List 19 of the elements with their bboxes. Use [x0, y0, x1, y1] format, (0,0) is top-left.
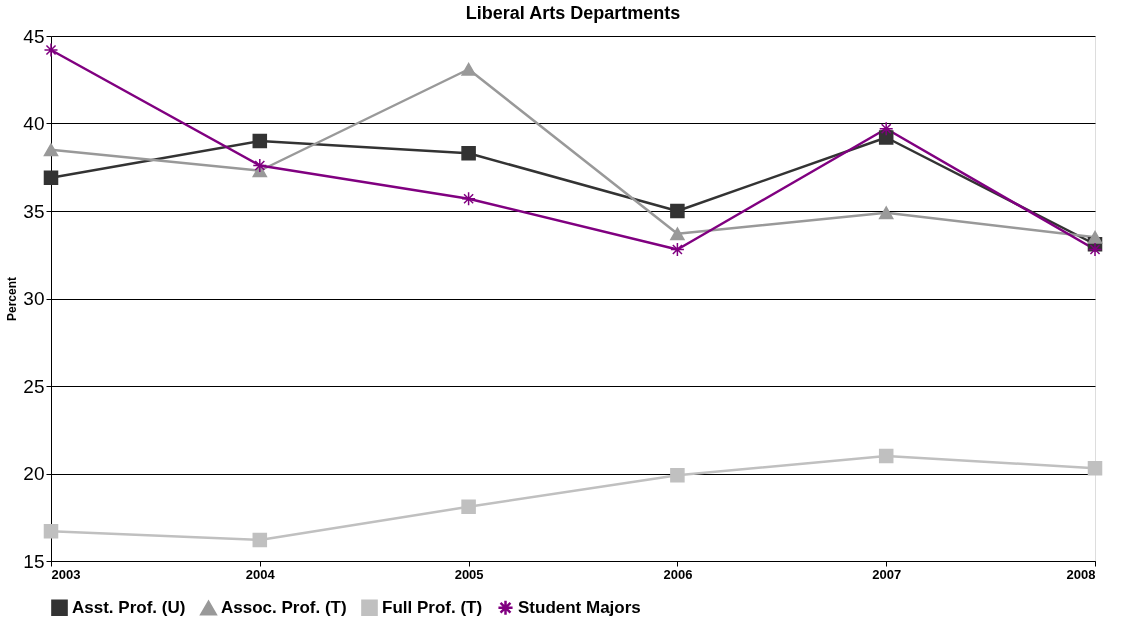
y-tick-label: 40	[23, 113, 45, 134]
y-tick-label: 20	[23, 463, 45, 484]
legend-label: Student Majors	[518, 597, 641, 617]
legend-label: Full Prof. (T)	[382, 597, 483, 617]
x-tick-label: 2004	[245, 566, 276, 582]
y-tick-label: 15	[23, 550, 45, 572]
legend-label: Assoc. Prof. (T)	[221, 598, 347, 618]
y-tick-label: 35	[23, 200, 45, 222]
y-tick-label: 30	[23, 288, 45, 309]
y-tick-label: 45	[23, 25, 45, 47]
x-tick-label: 2003	[51, 566, 81, 582]
x-tick-label: 2006	[663, 566, 693, 582]
x-tick-label: 2005	[454, 566, 484, 582]
chart-title: Liberal Arts Departments	[465, 3, 681, 23]
legend-label: Asst. Prof. (U)	[72, 597, 186, 617]
y-axis-title: Percent	[5, 276, 20, 322]
x-tick-label: 2007	[872, 566, 902, 582]
x-tick-label: 2008	[1066, 566, 1096, 582]
y-tick-label: 25	[23, 375, 45, 397]
